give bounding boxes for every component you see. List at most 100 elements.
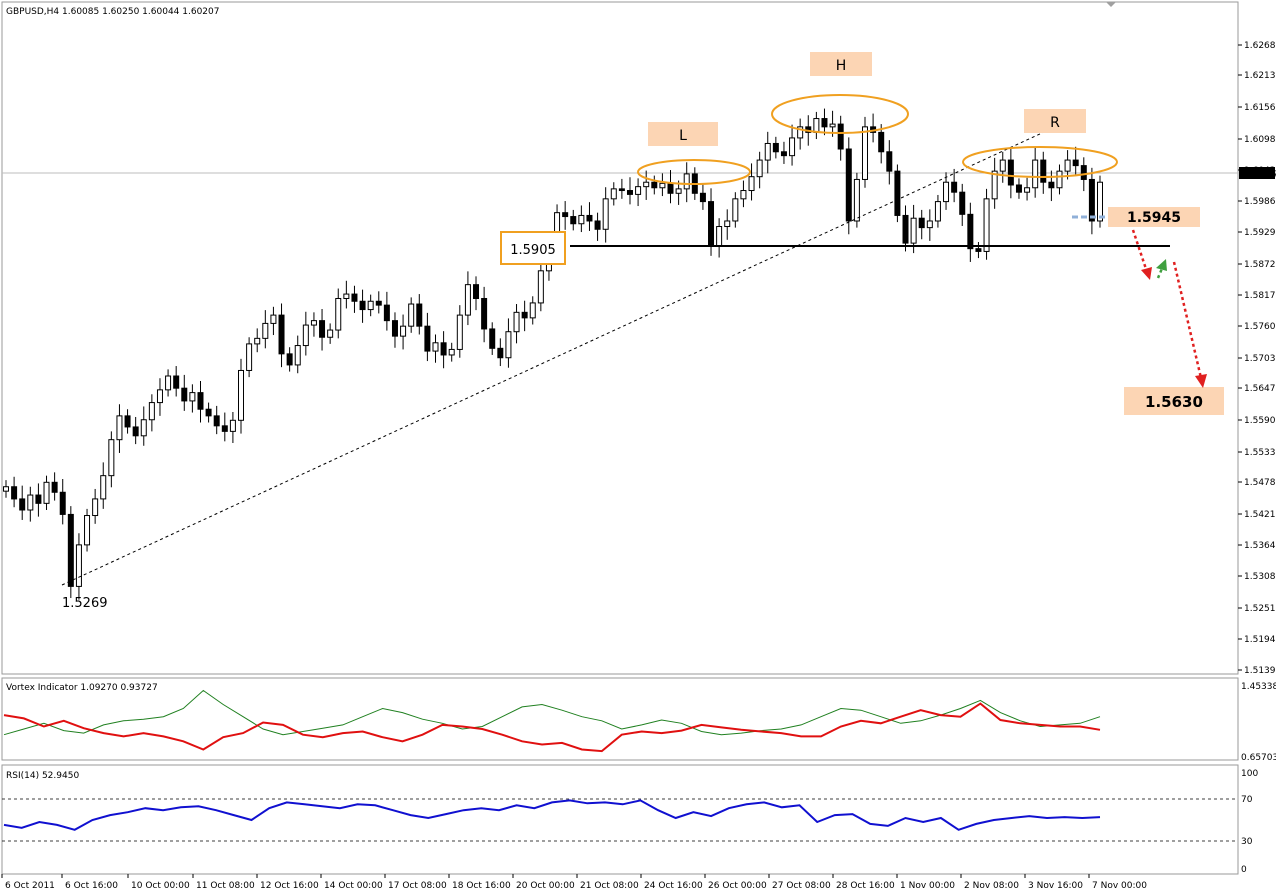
price-tick-label: 1.53640 xyxy=(1244,541,1276,551)
price-tick-label: 1.59866 xyxy=(1244,197,1276,207)
candle-body xyxy=(27,494,34,511)
candle-body xyxy=(999,159,1006,172)
candle-body xyxy=(383,304,390,322)
down-arrow-1-head-icon xyxy=(1141,267,1152,280)
candle-body xyxy=(116,415,123,441)
candle-body xyxy=(302,324,309,347)
candle-body xyxy=(205,408,212,417)
candle-body xyxy=(35,494,42,504)
left-shoulder-label: L xyxy=(679,128,687,144)
candle-body xyxy=(732,198,739,222)
vortex-tick-high: 1.45338 xyxy=(1241,682,1276,692)
price-tick-label: 1.55905 xyxy=(1244,416,1276,426)
candle-body xyxy=(1056,170,1063,189)
down-arrow-2-head-icon xyxy=(1195,374,1207,388)
candle-body xyxy=(626,190,633,195)
candle-body xyxy=(610,188,617,200)
candle-body xyxy=(845,148,852,222)
down-arrow-1 xyxy=(1131,229,1149,273)
candle-body xyxy=(221,425,228,432)
price-tick-label: 1.61560 xyxy=(1244,103,1276,113)
price-tick-label: 1.51390 xyxy=(1244,666,1276,676)
time-tick-label: 6 Oct 16:00 xyxy=(65,881,118,891)
target-level-label: 1.5630 xyxy=(1145,393,1203,411)
candle-body xyxy=(724,220,731,228)
candle-body xyxy=(173,375,180,389)
current-price-label: 1.60207 xyxy=(1241,170,1276,180)
candle-body xyxy=(197,392,204,410)
candle-body xyxy=(351,293,358,302)
candle-body xyxy=(84,515,91,546)
candle-body xyxy=(643,181,650,188)
right-shoulder-label-box xyxy=(1024,109,1086,133)
scroll-marker-icon[interactable] xyxy=(1106,2,1116,7)
candle-body xyxy=(821,118,828,128)
candle-body xyxy=(513,311,520,333)
candle-body xyxy=(675,188,682,194)
retest-level-box xyxy=(1108,207,1200,227)
candle-body xyxy=(683,173,690,190)
candle-body xyxy=(529,302,536,319)
candle-body xyxy=(861,126,868,180)
right-shoulder-ellipse xyxy=(962,146,1118,178)
time-tick-label: 20 Oct 00:00 xyxy=(516,881,575,891)
candle-body xyxy=(505,331,512,359)
candle-body xyxy=(1032,159,1039,189)
candle-body xyxy=(11,486,18,500)
candle-body xyxy=(67,513,74,587)
candle-body xyxy=(975,248,982,252)
price-tick-label: 1.57600 xyxy=(1244,322,1276,332)
candle-body xyxy=(75,544,82,587)
time-tick-label: 21 Oct 08:00 xyxy=(580,881,639,891)
rsi-pane: RSI(14) 52.9450 100 70 30 0 xyxy=(1,764,1258,875)
head-ellipse xyxy=(771,94,909,134)
trendline xyxy=(61,126,1056,586)
candle-body xyxy=(424,325,431,352)
target-level-box xyxy=(1124,387,1224,415)
time-tick-label: 24 Oct 16:00 xyxy=(644,881,703,891)
time-tick-label: 3 Nov 16:00 xyxy=(1028,881,1083,891)
candle-body xyxy=(886,151,893,172)
price-tick-label: 1.58725 xyxy=(1244,260,1276,270)
price-tick-label: 1.55335 xyxy=(1244,448,1276,458)
candle-body xyxy=(310,320,317,326)
candle-body xyxy=(708,201,715,247)
candle-body xyxy=(181,387,188,402)
candle-body xyxy=(894,170,901,216)
candle-body xyxy=(359,300,366,311)
candle-body xyxy=(602,198,609,230)
time-tick-label: 28 Oct 16:00 xyxy=(836,881,895,891)
candle-body xyxy=(1072,159,1079,167)
candle-body xyxy=(43,481,50,504)
rsi-tick-100: 100 xyxy=(1241,769,1258,779)
candle-body xyxy=(578,214,585,225)
price-tick-label: 1.62130 xyxy=(1244,71,1276,81)
vortex-tick-low: 0.65703 xyxy=(1241,753,1276,763)
candle-body xyxy=(521,311,528,319)
candle-body xyxy=(229,419,236,432)
price-tick-label: 1.53085 xyxy=(1244,572,1276,582)
candle-body xyxy=(108,439,115,477)
rsi-tick-70: 70 xyxy=(1241,795,1253,805)
price-pane-frame xyxy=(1,1,1239,675)
candle-body xyxy=(959,191,966,215)
rsi-pane-frame xyxy=(1,764,1239,875)
candle-body xyxy=(59,491,66,515)
candle-body xyxy=(699,192,706,203)
price-tick-label: 1.52515 xyxy=(1244,604,1276,614)
vortex-pane-frame xyxy=(1,677,1239,761)
candle-body xyxy=(489,328,496,349)
rsi-tick-30: 30 xyxy=(1241,837,1253,847)
candle-body xyxy=(926,220,933,229)
candle-body xyxy=(902,214,909,244)
candle-body xyxy=(246,343,253,371)
candle-body xyxy=(165,375,172,391)
time-tick-label: 26 Oct 00:00 xyxy=(708,881,767,891)
candle-body xyxy=(440,342,447,356)
candle-body xyxy=(1048,181,1055,189)
candle-body xyxy=(618,188,625,192)
candle-body xyxy=(918,217,925,229)
time-tick-label: 14 Oct 00:00 xyxy=(324,881,383,891)
candle-body xyxy=(797,126,804,139)
